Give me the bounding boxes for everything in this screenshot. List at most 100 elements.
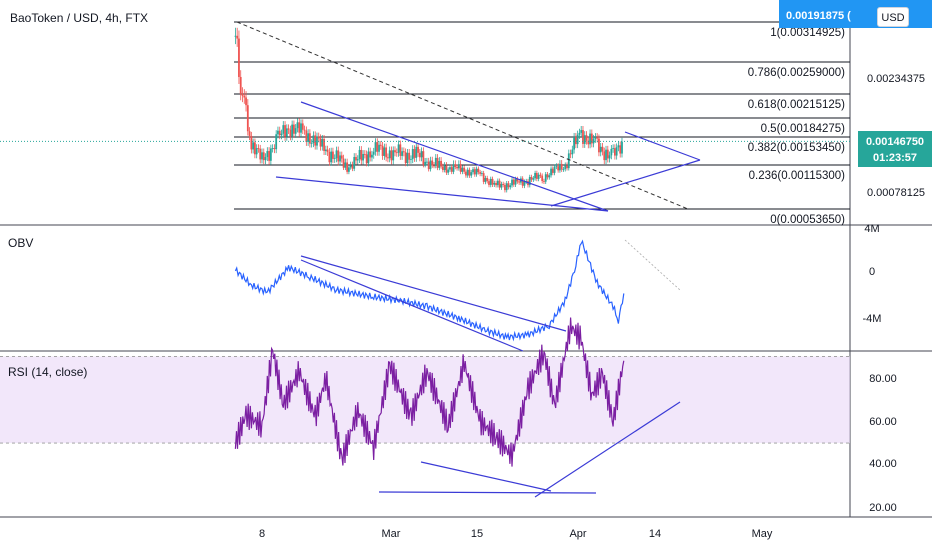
price-candle (332, 151, 334, 159)
obv-tick-label: 4M (864, 223, 879, 235)
price-candle (612, 148, 615, 149)
price-candle (394, 150, 396, 153)
rsi-tick-label: 20.00 (869, 502, 897, 514)
price-candle (560, 163, 563, 170)
price-candle (482, 173, 485, 182)
price-candle (257, 148, 260, 149)
price-candle (255, 148, 258, 155)
price-candle (346, 162, 349, 172)
price-candle (590, 133, 593, 144)
diagonal-dashed-trendline (236, 21, 689, 210)
price-candle (592, 138, 595, 144)
price-candle (371, 154, 373, 158)
price-candle (514, 179, 517, 185)
price-candle (289, 129, 292, 137)
price-candle (548, 175, 551, 178)
price-candle (397, 144, 400, 153)
price-candle (344, 162, 347, 168)
price-candle (381, 145, 384, 156)
price-candle (521, 178, 524, 186)
rsi-pane-label[interactable]: RSI (14, close) (8, 365, 87, 379)
price-candle (544, 174, 547, 182)
price-candle (452, 164, 455, 172)
price-candle (387, 157, 389, 159)
price-candle (252, 142, 255, 150)
price-candle (589, 133, 591, 145)
price-candle (351, 165, 354, 169)
price-candle (504, 184, 506, 191)
price-candle (582, 130, 584, 144)
price-candle (569, 153, 572, 155)
price-candle (479, 172, 482, 174)
obv-tick-label: -4M (863, 313, 882, 325)
price-candle (507, 183, 510, 188)
price-candle (307, 133, 310, 142)
price-candle (337, 150, 340, 162)
price-candle (534, 172, 536, 179)
price-candle (530, 177, 533, 180)
price-candle (239, 76, 242, 94)
price-candle (543, 181, 545, 182)
time-tick-label: May (752, 528, 773, 540)
price-candle (434, 157, 437, 166)
price-candle (284, 125, 286, 137)
rsi-tick-label: 40.00 (869, 458, 897, 470)
price-candle (537, 174, 540, 179)
price-candle (459, 164, 462, 172)
obv-pane-label[interactable]: OBV (8, 236, 33, 250)
price-candle (294, 128, 297, 134)
fib-level-label: 0(0.00053650) (770, 214, 845, 226)
fib-level-label: 0.786(0.00259000) (748, 67, 845, 79)
price-candle (406, 152, 409, 164)
price-candle (551, 168, 554, 173)
rsi-trendline (534, 401, 681, 498)
price-candle (470, 172, 473, 176)
price-candle (358, 149, 361, 160)
price-candle (324, 149, 327, 151)
price-candle (333, 158, 336, 160)
price-candle (436, 157, 439, 168)
price-candle (303, 129, 306, 131)
currency-button[interactable]: USD (877, 7, 909, 27)
price-candle (245, 97, 247, 106)
price-candle (598, 138, 600, 153)
price-candle (262, 152, 265, 161)
price-candle (489, 178, 492, 185)
price-candle (369, 151, 372, 158)
price-candle (447, 169, 450, 173)
symbol-title[interactable]: BaoToken / USD, 4h, FTX (10, 11, 148, 25)
price-candle (305, 130, 308, 142)
last-price-tag (858, 131, 932, 167)
price-candle (300, 123, 302, 133)
price-candle (271, 148, 274, 149)
price-candle (363, 153, 366, 155)
last-price-tag-text: 0.00146750 (866, 136, 924, 148)
price-candle (402, 151, 405, 153)
price-candle (564, 165, 567, 170)
price-candle (580, 130, 583, 133)
price-candle (321, 138, 324, 147)
price-candle (523, 181, 526, 186)
price-candle (599, 146, 602, 153)
price-candle (571, 149, 574, 155)
price-candle (553, 166, 556, 173)
price-candle (312, 135, 315, 144)
price-tick-label: 0.00234375 (867, 73, 925, 85)
price-candle (475, 168, 478, 175)
price-candle (413, 149, 416, 158)
price-candle (445, 165, 448, 173)
price-candle (408, 152, 411, 160)
price-candle (496, 180, 499, 186)
price-candle (418, 152, 421, 158)
price-candle (388, 150, 391, 159)
triangle-lower-trendline (550, 159, 701, 207)
obv-tick-label: 0 (869, 266, 875, 278)
price-candle (401, 151, 403, 156)
price-candle (466, 169, 469, 176)
price-candle (282, 125, 285, 134)
fib-level-label: 0.382(0.00153450) (748, 142, 845, 154)
obv-trendline (300, 259, 524, 352)
price-candle (293, 124, 295, 134)
price-candle (583, 135, 586, 144)
rsi-tick-label: 60.00 (869, 416, 897, 428)
